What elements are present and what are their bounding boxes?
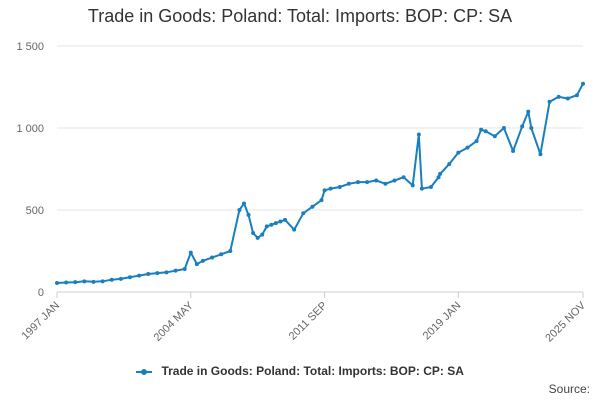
data-point[interactable] [337,185,342,190]
data-point[interactable] [146,271,151,276]
data-point[interactable] [328,186,333,191]
data-point[interactable] [511,148,516,153]
data-point[interactable] [581,81,585,86]
data-point[interactable] [164,270,169,275]
data-point[interactable] [237,208,242,212]
data-point[interactable] [260,232,265,237]
data-point[interactable] [374,178,379,183]
data-point[interactable] [91,279,96,284]
data-point[interactable] [137,273,142,278]
data-point[interactable] [278,219,283,224]
data-point[interactable] [310,204,315,209]
data-point[interactable] [73,280,78,285]
data-point[interactable] [547,99,552,104]
data-point[interactable] [526,109,531,114]
data-point[interactable] [428,185,433,190]
data-point[interactable] [241,201,246,206]
data-point[interactable] [273,221,278,226]
data-point[interactable] [173,268,178,273]
data-point[interactable] [436,175,441,180]
data-point[interactable] [456,150,461,155]
data-point[interactable] [118,276,123,281]
data-point[interactable] [392,178,397,183]
data-point[interactable] [155,271,160,276]
data-point[interactable] [264,224,269,229]
legend-label[interactable]: Trade in Goods: Poland: Total: Imports: … [161,364,464,378]
data-point[interactable] [501,126,506,130]
data-point[interactable] [269,222,274,227]
y-tick-label: 500 [26,205,44,217]
x-tick-label: 2004 MAY [152,299,197,344]
data-point[interactable] [55,280,59,285]
data-point[interactable] [483,129,488,134]
legend-swatch [136,368,153,375]
data-point[interactable] [474,139,479,144]
data-point[interactable] [127,275,132,280]
data-point[interactable] [322,188,327,193]
data-point[interactable] [492,134,497,139]
data-point[interactable] [301,211,306,216]
data-point[interactable] [228,249,233,253]
data-point[interactable] [188,250,193,255]
y-tick-label: 1 500 [16,41,44,53]
data-point[interactable] [210,255,215,260]
series-line[interactable] [56,83,584,284]
data-point[interactable] [447,162,452,167]
data-point[interactable] [365,180,370,185]
data-point[interactable] [465,145,470,150]
data-point[interactable] [82,279,87,284]
data-point[interactable] [520,124,525,129]
source-label: Source: [548,382,590,396]
data-point[interactable] [64,280,69,285]
data-point[interactable] [255,235,260,240]
data-point[interactable] [556,94,561,99]
data-point[interactable] [356,180,361,185]
data-point[interactable] [410,183,415,188]
data-point[interactable] [479,127,484,132]
data-point[interactable] [538,152,543,157]
data-point[interactable] [283,217,288,222]
data-point[interactable] [383,181,388,186]
x-tick-label: 2019 JAN [421,300,464,343]
x-tick-label: 1997 JAN [19,300,62,343]
x-tick-label: 2011 SEP [287,300,330,343]
data-point[interactable] [565,96,570,101]
data-point[interactable] [109,277,114,282]
data-point[interactable] [401,175,406,180]
data-point[interactable] [246,212,251,217]
data-point[interactable] [219,252,224,257]
x-tick-label: 2025 NOV [543,299,588,344]
data-point[interactable] [194,262,199,267]
legend[interactable]: Trade in Goods: Poland: Total: Imports: … [0,364,600,378]
y-tick-label: 1 000 [16,123,44,135]
data-point[interactable] [292,227,297,232]
data-point[interactable] [416,132,421,137]
chart-title: Trade in Goods: Poland: Total: Imports: … [87,6,513,26]
data-point[interactable] [438,171,443,176]
data-point[interactable] [182,267,187,272]
y-tick-label: 0 [38,287,44,299]
data-point[interactable] [574,93,579,98]
data-point[interactable] [319,198,324,203]
data-point[interactable] [346,181,351,186]
data-point[interactable] [529,126,534,130]
data-point[interactable] [251,230,256,235]
data-point[interactable] [100,279,105,284]
data-point[interactable] [419,186,424,191]
data-point[interactable] [200,258,205,263]
